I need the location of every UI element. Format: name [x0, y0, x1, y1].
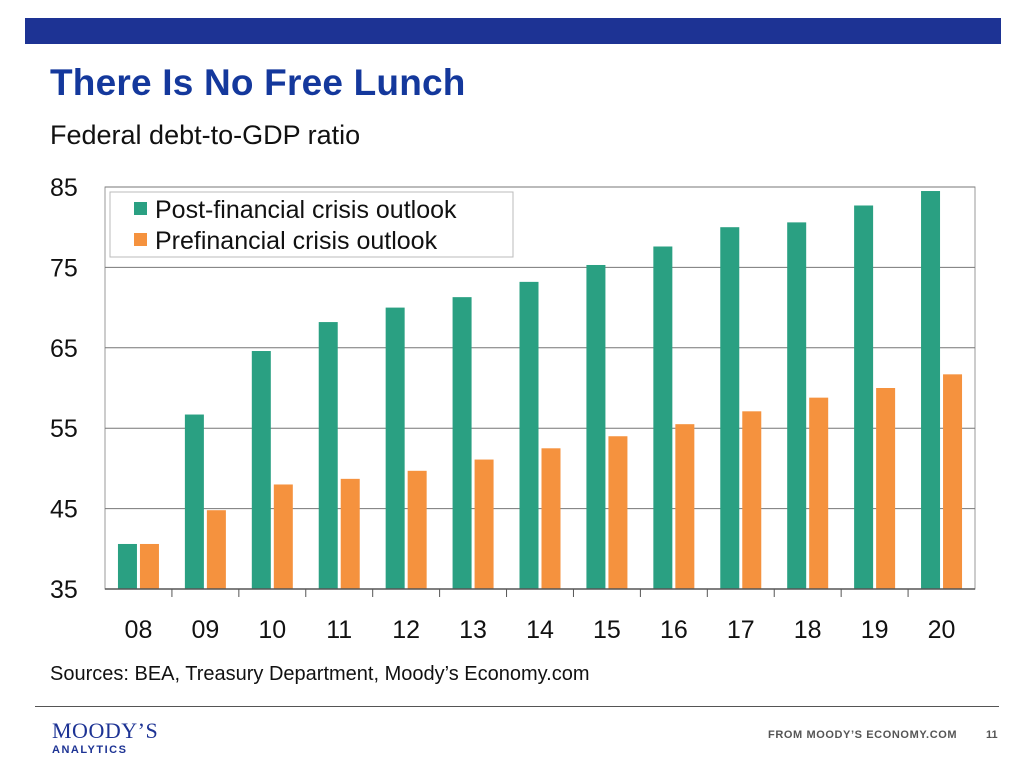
bar-post-crisis [921, 191, 941, 589]
logo-wordmark: MOODY’S [52, 718, 159, 743]
y-tick-label: 35 [50, 576, 78, 604]
sources-note: Sources: BEA, Treasury Department, Moody… [50, 663, 590, 685]
x-tick-label: 20 [928, 616, 956, 644]
bar-post-crisis [787, 222, 807, 589]
x-tick-label: 18 [794, 616, 822, 644]
bar-post-crisis [318, 322, 338, 589]
bar-pre-crisis [407, 470, 427, 589]
bar-pre-crisis [742, 411, 762, 589]
y-tick-label: 85 [50, 174, 78, 202]
footer-source-text: FROM MOODY’S ECONOMY.COM [768, 729, 958, 741]
bar-post-crisis [519, 281, 539, 589]
bar-post-crisis [251, 351, 271, 589]
bar-pre-crisis [809, 397, 829, 589]
y-tick-label: 45 [50, 496, 78, 524]
bar-pre-crisis [139, 543, 159, 589]
bar-post-crisis [854, 205, 874, 589]
bar-pre-crisis [675, 424, 695, 589]
x-tick-label: 10 [258, 616, 286, 644]
y-tick-label: 55 [50, 415, 78, 443]
footer-divider [35, 706, 999, 707]
x-tick-label: 17 [727, 616, 755, 644]
legend-label-post-crisis: Post-financial crisis outlook [155, 196, 457, 224]
x-tick-label: 13 [459, 616, 487, 644]
y-tick-label: 75 [50, 254, 78, 282]
page-number: 11 [986, 729, 998, 741]
logo-subtitle: ANALYTICS [52, 744, 128, 756]
bar-post-crisis [586, 264, 606, 589]
top-banner-bar [25, 18, 1001, 44]
x-tick-label: 15 [593, 616, 621, 644]
slide-title: There Is No Free Lunch [50, 62, 466, 103]
bar-post-crisis [653, 246, 673, 589]
legend-swatch-post-crisis [134, 202, 147, 215]
legend-swatch-pre-crisis [134, 233, 147, 246]
bar-post-crisis [184, 414, 204, 589]
legend-label-pre-crisis: Prefinancial crisis outlook [155, 227, 438, 255]
x-tick-label: 12 [392, 616, 420, 644]
x-tick-label: 08 [125, 616, 153, 644]
bar-pre-crisis [608, 436, 628, 589]
x-tick-label: 11 [326, 616, 352, 644]
moodys-analytics-logo: MOODY’S ANALYTICS [52, 718, 159, 757]
legend-box [109, 191, 514, 258]
bar-post-crisis [117, 543, 137, 589]
y-tick-label: 65 [50, 335, 78, 363]
x-tick-label: 19 [861, 616, 889, 644]
chart-subtitle: Federal debt-to-GDP ratio [50, 120, 361, 150]
bar-chart: 35 45 55 65 75 85 08 09 10 11 12 13 14 15 16 17 18 19 20 Po… [50, 174, 976, 644]
bar-pre-crisis [474, 459, 494, 589]
bar-pre-crisis [273, 484, 293, 589]
bar-pre-crisis [541, 448, 561, 589]
bar-post-crisis [385, 307, 405, 589]
bar-post-crisis [720, 227, 740, 589]
x-tick-label: 09 [191, 616, 219, 644]
bar-pre-crisis [876, 388, 896, 589]
bar-post-crisis [452, 297, 472, 589]
bar-pre-crisis [206, 510, 226, 589]
x-tick-label: 14 [526, 616, 554, 644]
bar-pre-crisis [340, 478, 360, 589]
x-tick-label: 16 [660, 616, 688, 644]
bar-pre-crisis [943, 374, 963, 589]
